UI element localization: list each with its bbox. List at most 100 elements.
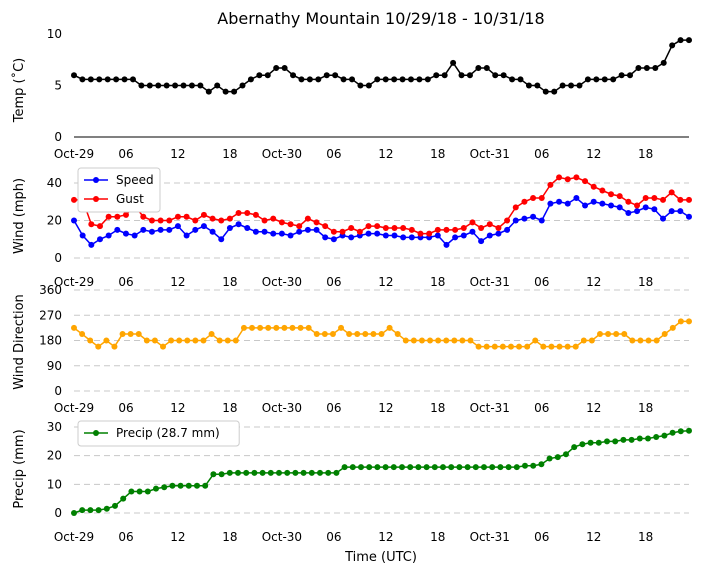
data-point — [358, 464, 364, 471]
data-point — [323, 72, 330, 79]
series-line — [74, 176, 689, 235]
data-point — [677, 37, 684, 44]
x-tick-label: Oct-29 — [54, 275, 94, 289]
data-point — [621, 331, 628, 338]
data-point — [209, 228, 216, 235]
data-point — [374, 76, 381, 83]
data-point — [144, 488, 151, 495]
data-point — [339, 228, 346, 235]
data-point — [304, 215, 311, 222]
x-tick-label: 18 — [638, 401, 653, 415]
data-point — [200, 223, 207, 230]
data-point — [79, 76, 86, 83]
data-point — [497, 464, 504, 471]
data-point — [618, 72, 625, 79]
data-point — [71, 72, 77, 79]
data-point — [443, 241, 450, 248]
data-point — [382, 225, 389, 231]
data-point — [374, 464, 381, 471]
data-point — [516, 343, 523, 350]
data-point — [306, 76, 313, 83]
data-point — [417, 230, 424, 237]
data-point — [365, 223, 372, 230]
x-tick-label: Oct-30 — [262, 275, 302, 289]
data-point — [354, 331, 361, 338]
data-point — [122, 230, 129, 237]
data-point — [464, 464, 471, 471]
data-point — [564, 343, 571, 350]
data-point — [556, 174, 563, 181]
data-point — [588, 337, 595, 344]
x-tick-label: 12 — [170, 147, 185, 161]
data-point — [427, 337, 434, 344]
data-point — [278, 219, 285, 226]
data-point — [616, 204, 623, 211]
x-tick-label: 18 — [638, 530, 653, 544]
data-point — [96, 236, 103, 243]
data-point — [88, 241, 95, 248]
data-point — [512, 217, 519, 224]
x-tick-label: 06 — [534, 147, 549, 161]
data-point — [127, 331, 134, 338]
data-point — [402, 337, 409, 344]
data-point — [232, 337, 239, 344]
temp-y-label: Temp (˚C) — [11, 58, 27, 124]
data-point — [686, 213, 692, 220]
data-point — [224, 337, 231, 344]
y-tick-label: 0 — [54, 251, 62, 265]
data-point — [172, 82, 179, 89]
data-point — [584, 76, 591, 83]
data-point — [330, 228, 337, 235]
x-tick-label: 06 — [326, 275, 341, 289]
data-point — [104, 76, 111, 83]
data-point — [546, 455, 553, 462]
data-point — [495, 225, 502, 231]
data-point — [500, 72, 507, 79]
series-line — [73, 197, 690, 246]
data-point — [210, 471, 217, 478]
data-point — [317, 469, 323, 476]
data-point — [243, 469, 250, 476]
data-point — [452, 226, 459, 233]
data-point — [382, 232, 389, 239]
data-point — [596, 331, 603, 338]
x-tick-label: 18 — [222, 530, 237, 544]
data-point — [157, 226, 164, 233]
data-point — [668, 208, 675, 215]
legend-swatch-marker — [93, 177, 99, 183]
x-tick-label: 18 — [430, 275, 445, 289]
data-point — [407, 76, 414, 83]
data-point — [521, 215, 528, 222]
data-point — [322, 234, 329, 241]
precip-panel: Precip (mm) 0 10 20 30 Oct-29 06 12 18 Oct-30 06 1… — [12, 420, 692, 544]
data-point — [637, 337, 644, 344]
data-point — [111, 343, 118, 350]
data-point — [208, 331, 215, 338]
data-point — [608, 202, 615, 209]
x-tick-label: 18 — [222, 275, 237, 289]
data-point — [95, 343, 102, 350]
data-point — [281, 324, 288, 331]
data-point — [322, 223, 329, 230]
y-tick-label: 180 — [39, 334, 62, 348]
precip-y-label: Precip (mm) — [12, 429, 27, 508]
data-point — [114, 213, 121, 220]
y-tick-label: 360 — [39, 283, 62, 297]
data-point — [79, 507, 86, 514]
data-point — [538, 217, 545, 224]
x-tick-label: Oct-31 — [470, 530, 510, 544]
data-point — [661, 331, 668, 338]
data-point — [391, 76, 398, 83]
data-point — [329, 331, 336, 338]
data-point — [677, 318, 684, 325]
data-point — [554, 454, 561, 461]
x-tick-label: Oct-30 — [262, 147, 302, 161]
data-point — [297, 324, 304, 331]
data-point — [192, 337, 199, 344]
data-point — [551, 88, 558, 95]
direction-panel: Wind Direction 0 90 180 270 360 Oct-29 06 12 18 O… — [12, 283, 692, 415]
data-point — [87, 337, 94, 344]
x-tick-label: 18 — [430, 401, 445, 415]
data-point — [452, 234, 459, 241]
data-point — [252, 211, 259, 218]
